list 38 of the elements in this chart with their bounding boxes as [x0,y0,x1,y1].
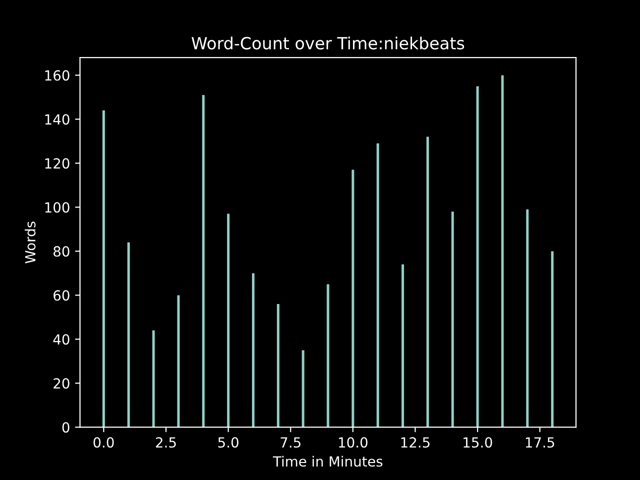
y-tick-label: 60 [54,290,70,301]
bar [402,264,404,428]
y-tick-label: 40 [53,334,70,345]
x-tick-label: 15.0 [464,437,492,448]
x-tick-label: 17.5 [526,437,554,448]
y-tick-label: 140 [45,114,70,125]
x-tick-label: 5.0 [218,437,238,448]
bar [376,143,380,428]
bar [352,170,354,428]
bar [476,86,479,428]
bar [202,95,205,428]
x-tick-label: 12.5 [401,437,430,448]
bar [302,350,304,428]
bar [152,330,155,428]
x-tick-label: 7.5 [280,437,300,448]
x-tick-label: 2.5 [156,437,176,448]
bar [127,242,130,428]
y-tick-label: 120 [45,158,70,169]
chart-title: Word-Count over Time:niekbeats [192,36,464,50]
y-axis-title: Words [24,222,36,264]
bar [526,209,529,428]
y-tick-label: 0 [62,422,70,433]
bar [551,251,554,428]
bar [252,273,254,428]
y-tick-label: 160 [45,70,70,81]
x-tick-label: 0.0 [94,437,114,448]
bar [451,212,454,428]
bar [276,304,280,428]
bar [177,295,180,428]
bar [426,136,429,428]
y-tick-label: 80 [54,246,70,257]
bar [102,110,105,428]
y-tick-label: 20 [54,378,70,389]
x-axis-title: Time in Minutes [272,456,382,467]
y-tick-label: 100 [45,202,70,213]
x-tick-label: 10.0 [338,437,368,448]
bar [227,214,230,428]
bar [501,75,504,428]
